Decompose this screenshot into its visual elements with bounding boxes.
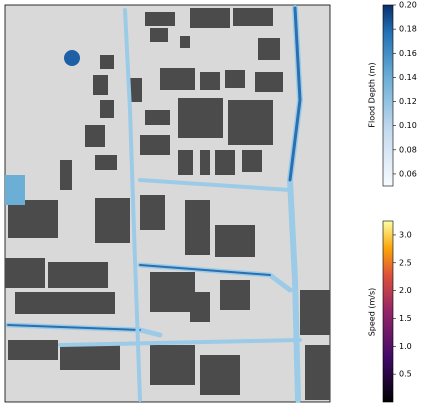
colorbar: Speed (m/s) 0.5 1.0 1.5 2.0 2.5 3.0: [368, 220, 412, 403]
colorbar-gradient: [382, 4, 394, 187]
colorbar-gradient: [382, 220, 394, 403]
colorbar-tick-label: 2.5: [399, 258, 412, 267]
colorbar-tick-label: 0.16: [399, 49, 417, 58]
buildings: [5, 8, 330, 400]
colorbar: Flood Depth (m) 0.06 0.08 0.10 0.12 0.14 0.16…: [368, 1, 417, 187]
map: [4, 4, 331, 403]
colorbar-tick-label: 0.06: [399, 169, 417, 178]
colorbar-label: Speed (m/s): [368, 288, 377, 337]
colorbar-tick-label: 1.5: [399, 314, 412, 323]
flood-paths: [5, 5, 304, 403]
colorbar-tick-label: 1.0: [399, 342, 412, 351]
colorbar-tick-label: 0.18: [399, 25, 417, 34]
colorbar-label: Flood Depth (m): [368, 62, 377, 127]
colorbar-tick-label: 0.14: [399, 73, 417, 82]
colorbar-tick-label: 0.5: [399, 370, 412, 379]
colorbar-tick-label: 0.10: [399, 121, 417, 130]
colorbar-tick-label: 0.20: [399, 1, 417, 10]
colorbar-tick-label: 0.12: [399, 97, 417, 106]
colorbar-tick-label: 3.0: [399, 230, 412, 239]
colorbar-tick-label: 0.08: [399, 145, 417, 154]
colorbar-tick-label: 2.0: [399, 286, 412, 295]
